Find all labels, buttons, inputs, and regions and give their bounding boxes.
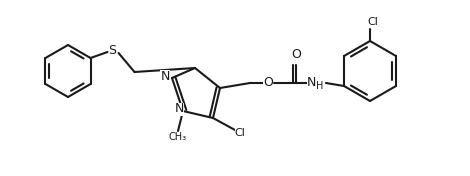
Text: O: O bbox=[263, 77, 273, 90]
Text: N: N bbox=[306, 77, 316, 90]
Text: N: N bbox=[160, 70, 170, 83]
Text: N: N bbox=[174, 102, 184, 115]
Text: Cl: Cl bbox=[235, 128, 245, 138]
Text: S: S bbox=[109, 43, 117, 56]
Text: Cl: Cl bbox=[368, 17, 378, 27]
Text: O: O bbox=[291, 49, 301, 61]
Text: CH₃: CH₃ bbox=[169, 132, 187, 142]
Text: H: H bbox=[316, 81, 324, 91]
